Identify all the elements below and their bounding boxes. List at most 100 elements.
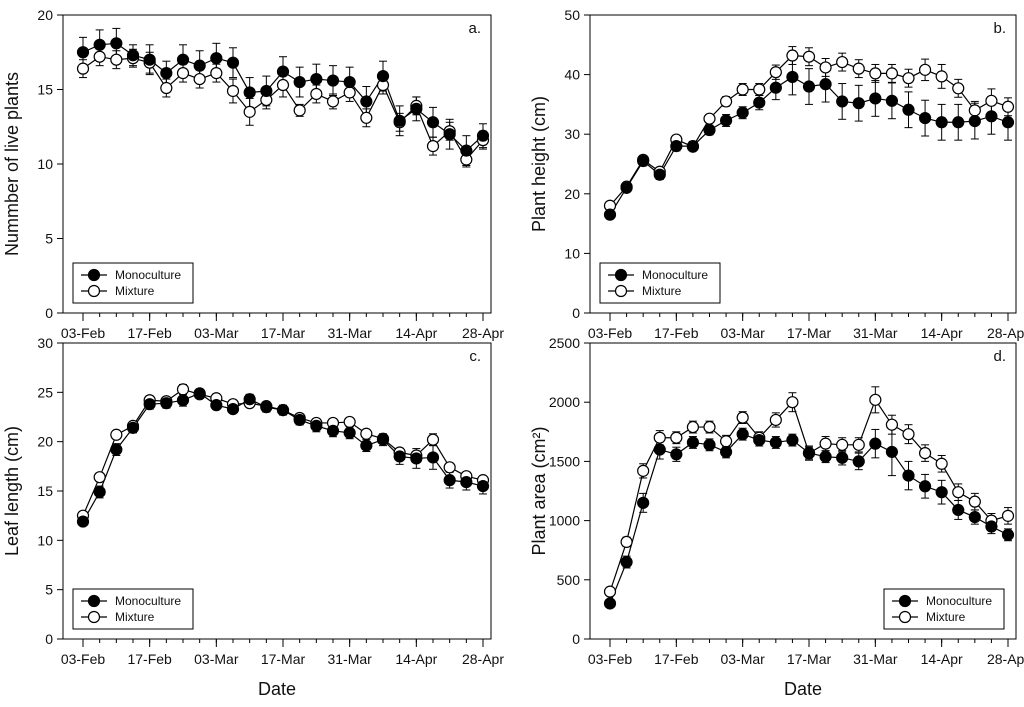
monoculture-point bbox=[603, 597, 617, 610]
monoculture-point bbox=[670, 448, 683, 461]
mixture-point bbox=[193, 72, 206, 86]
monoculture-point bbox=[852, 97, 865, 110]
mixture-point bbox=[653, 431, 666, 444]
monoculture-point bbox=[143, 53, 156, 66]
y-tick-label: 500 bbox=[557, 572, 581, 588]
monoculture-point bbox=[1001, 116, 1015, 129]
legend-monoculture-marker bbox=[898, 594, 912, 608]
x-tick-label: 03-Feb bbox=[61, 325, 106, 341]
y-tick-label: 0 bbox=[572, 631, 580, 647]
monoculture-point bbox=[670, 140, 683, 153]
x-tick-label: 03-Feb bbox=[61, 651, 106, 667]
mixture-point bbox=[620, 535, 633, 549]
monoculture-point bbox=[753, 433, 766, 447]
x-axis-label: Date bbox=[258, 679, 296, 699]
y-tick-label: 15 bbox=[37, 82, 53, 98]
x-tick-label: 03-Feb bbox=[588, 325, 633, 341]
legend-monoculture-marker bbox=[87, 268, 101, 282]
monoculture-point bbox=[326, 424, 340, 437]
monoculture-point bbox=[276, 403, 290, 417]
panel-letter: c. bbox=[469, 348, 481, 365]
monoculture-point bbox=[310, 419, 323, 432]
monoculture-point bbox=[393, 114, 406, 127]
mixture-point bbox=[76, 62, 90, 75]
x-tick-label: 17-Feb bbox=[654, 325, 699, 341]
monoculture-point bbox=[786, 70, 799, 84]
monoculture-point bbox=[160, 397, 173, 410]
monoculture-point bbox=[293, 413, 306, 427]
mixture-point bbox=[918, 447, 932, 460]
y-tick-label: 2500 bbox=[549, 335, 580, 351]
monoculture-point bbox=[852, 455, 865, 468]
x-tick-label: 31-Mar bbox=[853, 651, 898, 667]
mixture-point bbox=[93, 50, 106, 63]
mixture-point bbox=[719, 95, 733, 108]
x-tick-label: 17-Feb bbox=[654, 651, 699, 667]
mixture-point bbox=[703, 112, 716, 125]
monoculture-point bbox=[176, 53, 190, 66]
monoculture-point bbox=[293, 75, 306, 89]
monoculture-point bbox=[410, 452, 423, 465]
x-tick-label: 17-Feb bbox=[127, 325, 172, 341]
mixture-point bbox=[719, 435, 733, 448]
mixture-point bbox=[736, 83, 749, 96]
legend-label: Mixture bbox=[926, 610, 966, 624]
panel-letter: b. bbox=[993, 20, 1006, 37]
monoculture-point bbox=[703, 438, 716, 451]
monoculture-point bbox=[176, 394, 190, 407]
x-tick-label: 17-Feb bbox=[127, 651, 172, 667]
legend-monoculture-marker bbox=[87, 594, 101, 608]
monoculture-point bbox=[93, 38, 106, 51]
mixture-point bbox=[343, 415, 356, 429]
mixture-point bbox=[110, 428, 123, 441]
x-tick-label: 28-Apr bbox=[462, 651, 504, 667]
x-tick-label: 17-Mar bbox=[787, 325, 832, 341]
mixture-point bbox=[786, 396, 799, 409]
monoculture-point bbox=[902, 469, 915, 482]
y-tick-label: 20 bbox=[37, 7, 53, 23]
mixture-point bbox=[310, 87, 323, 101]
x-tick-label: 17-Mar bbox=[261, 651, 306, 667]
mixture-point bbox=[885, 418, 899, 431]
x-tick-label: 31-Mar bbox=[327, 325, 372, 341]
monoculture-point bbox=[343, 75, 356, 89]
monoculture-point bbox=[869, 92, 882, 105]
y-tick-label: 10 bbox=[564, 245, 580, 261]
monoculture-point bbox=[126, 421, 140, 434]
monoculture-point bbox=[935, 116, 948, 129]
x-tick-label: 28-Apr bbox=[987, 325, 1024, 341]
y-tick-label: 15 bbox=[37, 483, 53, 499]
mixture-point bbox=[93, 471, 106, 484]
monoculture-point bbox=[76, 515, 90, 528]
monoculture-point bbox=[360, 95, 373, 108]
x-tick-label: 03-Mar bbox=[194, 325, 239, 341]
panel-a-plant-count: 0 5 10 15 20 03-Feb 17-Feb 03-Mar 17-Mar 31-Mar 14… bbox=[2, 7, 504, 341]
mixture-point bbox=[360, 427, 373, 440]
monoculture-point bbox=[93, 485, 106, 499]
monoculture-point bbox=[736, 106, 749, 119]
legend-monoculture-marker bbox=[614, 268, 628, 282]
monoculture-point bbox=[343, 426, 356, 439]
monoculture-point bbox=[193, 59, 206, 72]
monoculture-point bbox=[902, 103, 915, 116]
monoculture-point bbox=[376, 433, 390, 446]
monoculture-point bbox=[260, 401, 273, 414]
x-tick-label: 03-Mar bbox=[194, 651, 239, 667]
mixture-point bbox=[176, 383, 190, 396]
legend-label: Monoculture bbox=[642, 268, 708, 282]
mixture-point bbox=[110, 53, 123, 66]
x-tick-label: 03-Mar bbox=[720, 325, 765, 341]
monoculture-point bbox=[476, 129, 490, 142]
monoculture-point bbox=[985, 110, 998, 123]
mixture-point bbox=[703, 420, 716, 434]
monoculture-point bbox=[443, 474, 456, 487]
mixture-point bbox=[769, 66, 782, 79]
mixture-point bbox=[226, 84, 240, 98]
monoculture-point bbox=[885, 445, 899, 459]
panel-letter: a. bbox=[468, 20, 481, 37]
monoculture-point bbox=[637, 154, 650, 168]
series-line bbox=[609, 398, 1009, 592]
monoculture-point bbox=[620, 181, 633, 194]
monoculture-point bbox=[819, 450, 832, 463]
monoculture-point bbox=[426, 451, 440, 464]
